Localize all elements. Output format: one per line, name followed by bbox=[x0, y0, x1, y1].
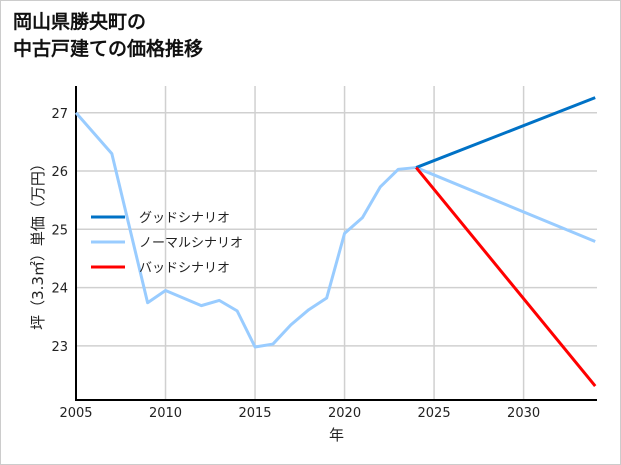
x-axis-label: 年 bbox=[329, 426, 344, 444]
y-axis-label: 坪（3.3㎡）単価（万円） bbox=[29, 156, 47, 330]
y-tick-label: 23 bbox=[51, 340, 68, 355]
series-line-0 bbox=[415, 96, 596, 169]
series-line-1 bbox=[74, 111, 596, 349]
y-tick-label: 26 bbox=[51, 165, 68, 180]
x-tick-label: 2030 bbox=[507, 406, 540, 421]
legend-label: ノーマルシナリオ bbox=[139, 236, 243, 251]
x-tick-label: 2015 bbox=[238, 406, 271, 421]
x-tick-label: 2020 bbox=[328, 406, 361, 421]
chart-title: 岡山県勝央町の 中古戸建ての価格推移 bbox=[13, 11, 204, 60]
x-tick-label: 2005 bbox=[59, 406, 92, 421]
y-tick-label: 24 bbox=[51, 282, 68, 297]
x-tick-label: 2010 bbox=[149, 406, 182, 421]
series-line-2 bbox=[415, 166, 597, 387]
legend-label: グッドシナリオ bbox=[139, 211, 230, 226]
legend-label: バッドシナリオ bbox=[139, 261, 230, 276]
y-tick-label: 25 bbox=[51, 223, 68, 238]
y-tick-label: 27 bbox=[51, 107, 68, 122]
x-tick-label: 2025 bbox=[418, 406, 451, 421]
